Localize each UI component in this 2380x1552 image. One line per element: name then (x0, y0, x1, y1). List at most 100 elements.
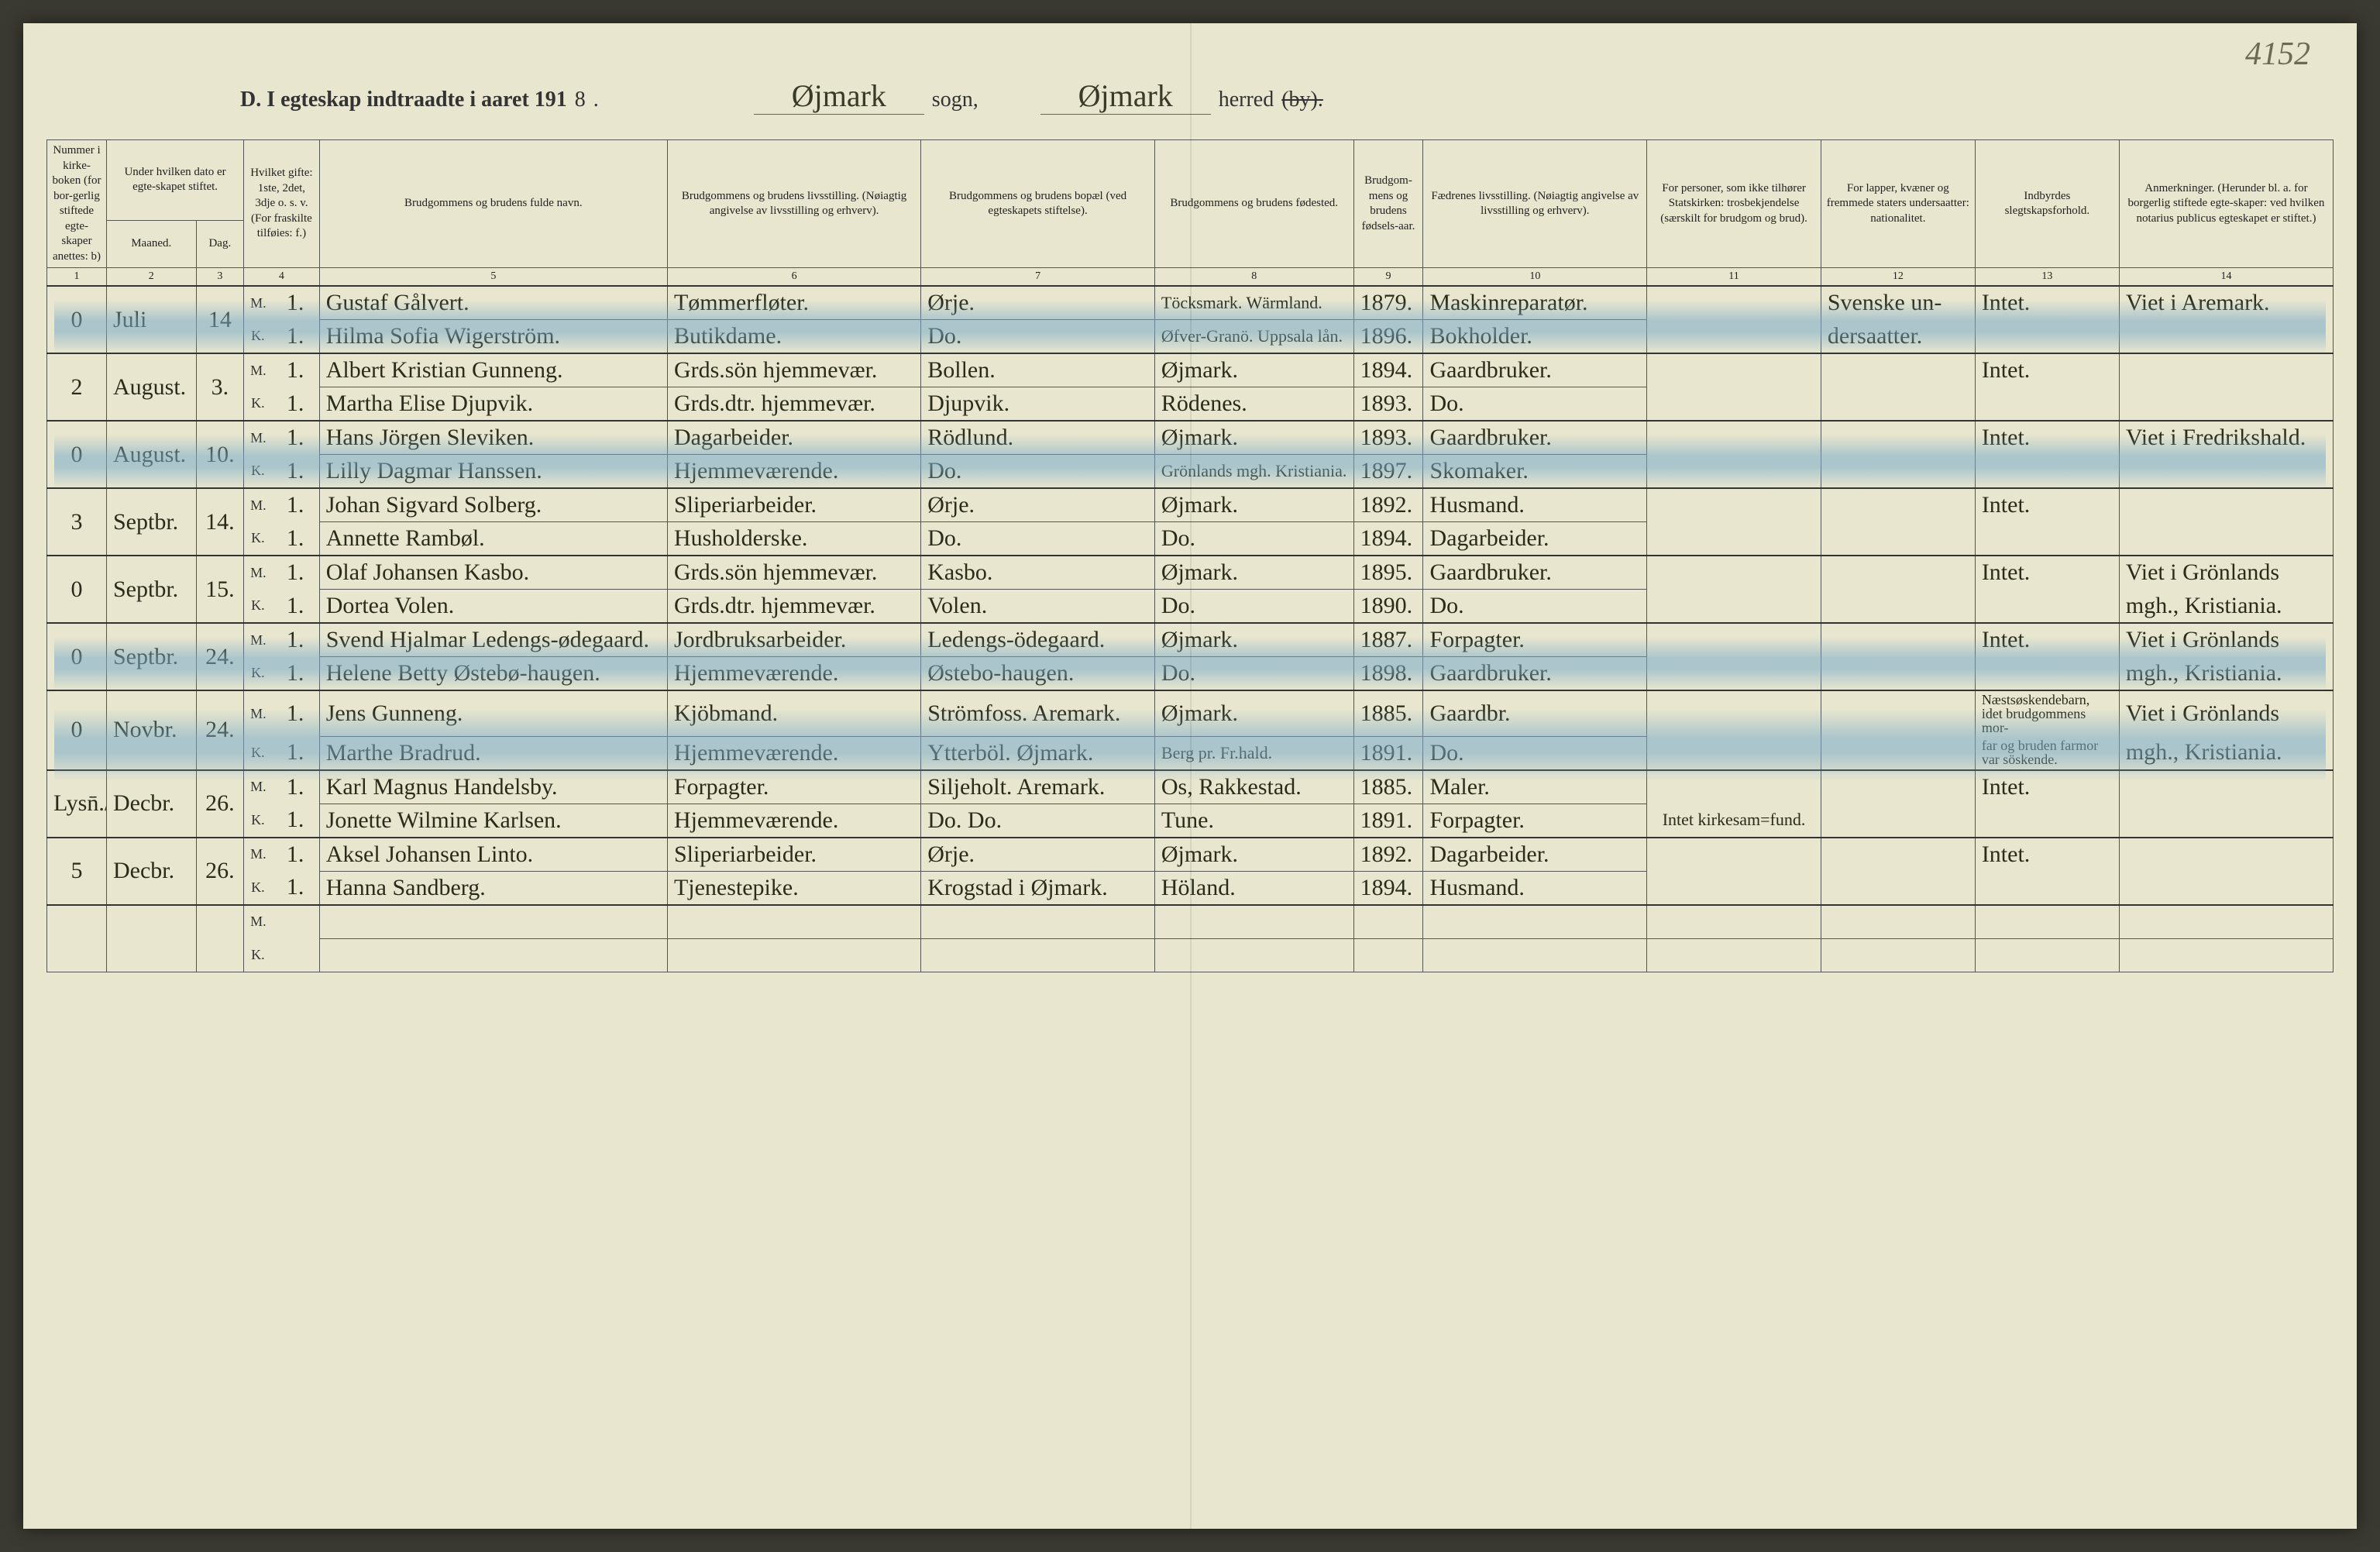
gifte: 1. (272, 657, 320, 691)
birthyear: 1892. (1353, 488, 1423, 522)
colnum-7: 7 (921, 268, 1155, 287)
residence: Kasbo. (921, 556, 1155, 590)
empty-cell (107, 905, 197, 972)
occupation: Hjemmeværende. (667, 455, 920, 489)
residence: Bollen. (921, 353, 1155, 387)
table-row: M. (47, 905, 2334, 939)
gifte: 1. (272, 736, 320, 770)
entry-day: 26. (196, 838, 244, 905)
col-2-header: Under hvilken dato er egte-skapet stifte… (107, 140, 244, 221)
gifte: 1. (272, 556, 320, 590)
entry-day: 15. (196, 556, 244, 623)
gifte: 1. (272, 455, 320, 489)
col-7-header: Brudgommens og brudens bopæl (ved egtesk… (921, 140, 1155, 268)
nationality (1821, 387, 1975, 422)
sogn-label: sogn, (932, 88, 978, 112)
birthplace: Tune. (1154, 804, 1353, 838)
religion: Intet kirkesam=fund. (1647, 804, 1821, 838)
sex-m: M. (244, 690, 272, 736)
sex-m: M. (244, 623, 272, 657)
religion (1647, 286, 1821, 320)
birthplace: Do. (1154, 657, 1353, 691)
empty-cell (1353, 905, 1423, 939)
column-number-row: 1234567891011121314 (47, 268, 2334, 287)
col-2b-header: Dag. (196, 220, 244, 267)
kinship: Intet. (1975, 286, 2119, 320)
col-9-header: Brudgom-mens og brudens fødsels-aar. (1353, 140, 1423, 268)
birthyear: 1893. (1353, 387, 1423, 422)
table-row: K.1.Hanna Sandberg.Tjenestepike.Krogstad… (47, 871, 2334, 905)
remarks: mgh., Kristiania. (2119, 590, 2333, 624)
nationality (1821, 353, 1975, 387)
residence: Ørje. (921, 488, 1155, 522)
empty-cell (921, 905, 1155, 939)
entry-month: August. (107, 421, 197, 488)
remarks: mgh., Kristiania. (2119, 657, 2333, 691)
kinship: far og bruden farmor var söskende. (1975, 736, 2119, 770)
religion (1647, 455, 1821, 489)
sex-m: M. (244, 556, 272, 590)
kinship (1975, 522, 2119, 556)
col-12-header: For lapper, kvæner og fremmede staters u… (1821, 140, 1975, 268)
birthplace: Øjmark. (1154, 623, 1353, 657)
nationality (1821, 455, 1975, 489)
birthyear: 1896. (1353, 320, 1423, 354)
birthplace: Höland. (1154, 871, 1353, 905)
table-row: K.1.Marthe Bradrud.Hjemmeværende.Ytterbö… (47, 736, 2334, 770)
empty-cell (319, 938, 667, 972)
col-10-header: Fædrenes livsstilling. (Nøiagtig angivel… (1423, 140, 1647, 268)
birthyear: 1894. (1353, 871, 1423, 905)
occupation: Kjöbmand. (667, 690, 920, 736)
entry-day: 24. (196, 690, 244, 770)
empty-cell (1821, 938, 1975, 972)
kinship: Intet. (1975, 838, 2119, 872)
birthplace: Töcksmark. Wärmland. (1154, 286, 1353, 320)
ledger-page: 4152 D. I egteskap indtraadte i aaret 19… (23, 23, 2357, 1529)
sex-k: K. (244, 590, 272, 624)
col-1-header: Nummer i kirke-boken (for bor-gerlig sti… (47, 140, 107, 268)
father-occupation: Gaardbruker. (1423, 353, 1647, 387)
nationality (1821, 556, 1975, 590)
kinship (1975, 657, 2119, 691)
remarks (2119, 353, 2333, 387)
entry-month: Decbr. (107, 838, 197, 905)
empty-cell (1821, 905, 1975, 939)
remarks: mgh., Kristiania. (2119, 736, 2333, 770)
sex-k: K. (244, 320, 272, 354)
col-14-header: Anmerkninger. (Herunder bl. a. for borge… (2119, 140, 2333, 268)
religion (1647, 320, 1821, 354)
full-name: Marthe Bradrud. (319, 736, 667, 770)
birthyear: 1894. (1353, 522, 1423, 556)
full-name: Olaf Johansen Kasbo. (319, 556, 667, 590)
nationality (1821, 871, 1975, 905)
father-occupation: Do. (1423, 387, 1647, 422)
religion (1647, 488, 1821, 522)
table-row: 0Novbr.24.M.1.Jens Gunneng.Kjöbmand.Strö… (47, 690, 2334, 736)
full-name: Aksel Johansen Linto. (319, 838, 667, 872)
entry-month: Decbr. (107, 770, 197, 838)
table-row: 2August.3.M.1.Albert Kristian Gunneng.Gr… (47, 353, 2334, 387)
religion (1647, 736, 1821, 770)
nationality (1821, 736, 1975, 770)
father-occupation: Forpagter. (1423, 623, 1647, 657)
table-row: K.1.Hilma Sofia Wigerström.Butikdame.Do.… (47, 320, 2334, 354)
father-occupation: Do. (1423, 736, 1647, 770)
religion (1647, 556, 1821, 590)
religion (1647, 838, 1821, 872)
residence: Østebo-haugen. (921, 657, 1155, 691)
residence: Ørje. (921, 286, 1155, 320)
entry-number: 0 (47, 286, 107, 353)
birthyear: 1891. (1353, 804, 1423, 838)
colnum-11: 11 (1647, 268, 1821, 287)
header-year-suffix: 8 (575, 88, 586, 112)
header-printed-prefix: D. I egteskap indtraadte i aaret 191 (240, 88, 567, 112)
nationality (1821, 522, 1975, 556)
gifte: 1. (272, 387, 320, 422)
remarks: Viet i Grönlands (2119, 623, 2333, 657)
header-period: . (593, 88, 599, 112)
nationality: Svenske un- (1821, 286, 1975, 320)
full-name: Gustaf Gålvert. (319, 286, 667, 320)
sex-m: M. (244, 488, 272, 522)
full-name: Karl Magnus Handelsby. (319, 770, 667, 804)
entry-number: 0 (47, 690, 107, 770)
